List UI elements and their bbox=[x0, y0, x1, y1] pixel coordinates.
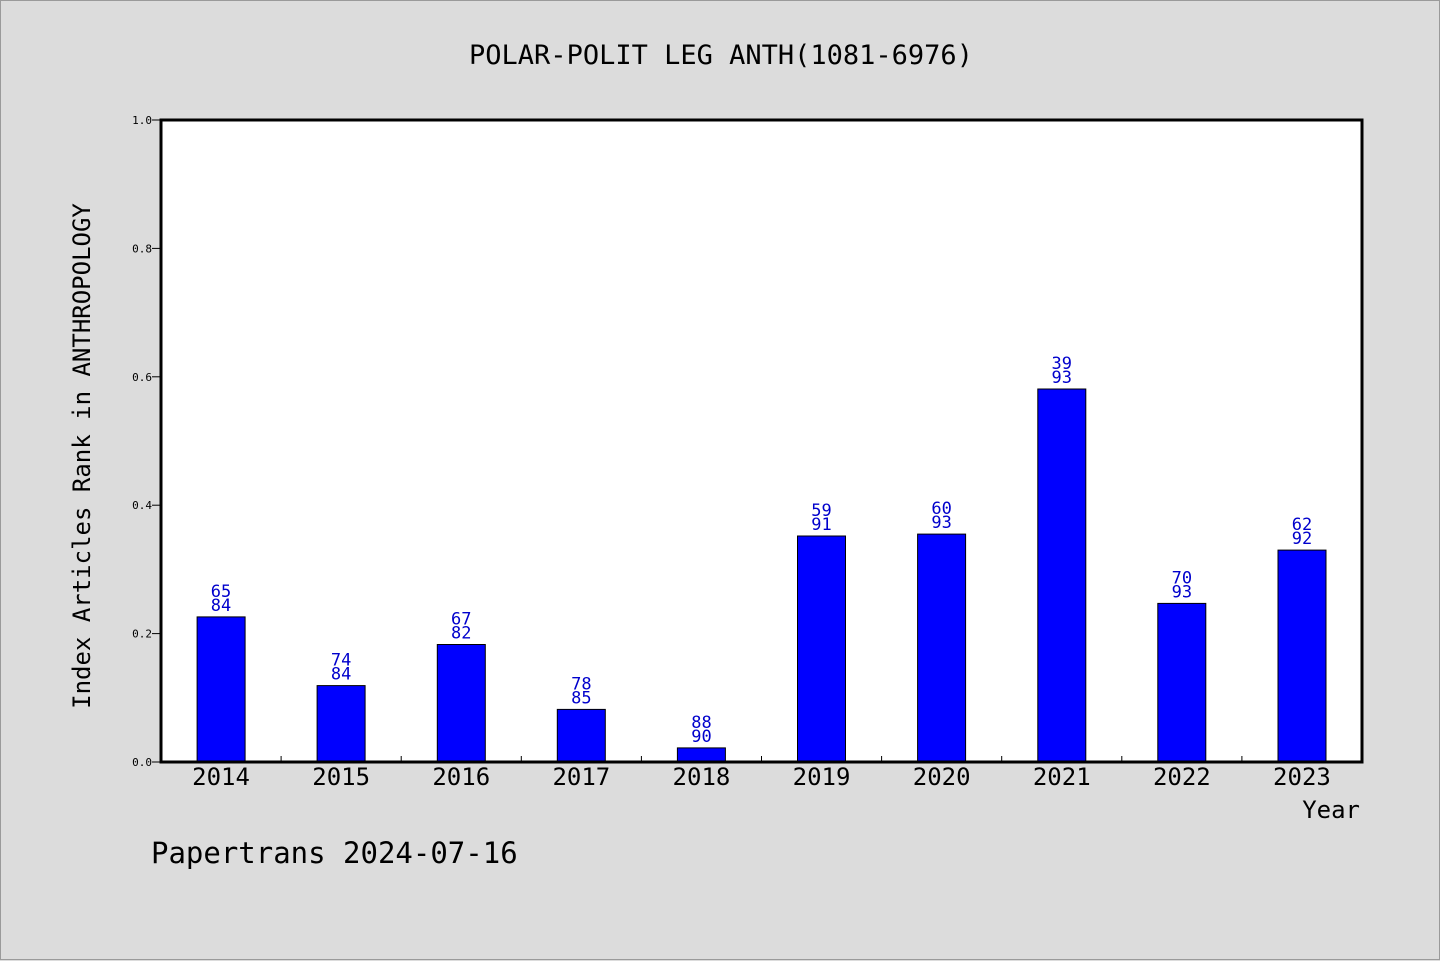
data-label-rank-2017: 78 bbox=[571, 674, 591, 694]
x-tick-label-2014: 2014 bbox=[192, 763, 250, 791]
y-axis-label: Index Articles Rank in ANTHROPOLOGY bbox=[68, 203, 96, 709]
data-label-rank-2018: 88 bbox=[691, 713, 711, 733]
data-label-total-2017: 85 bbox=[571, 688, 591, 708]
bar-2023 bbox=[1277, 549, 1327, 763]
data-label-total-2020: 93 bbox=[931, 513, 951, 533]
bar-2016 bbox=[436, 644, 486, 763]
x-tick-label-2023: 2023 bbox=[1273, 763, 1331, 791]
x-tick-label-2021: 2021 bbox=[1033, 763, 1091, 791]
y-tick-label: 0.2 bbox=[132, 628, 152, 641]
x-tick-label-2022: 2022 bbox=[1153, 763, 1211, 791]
data-label-total-2023: 92 bbox=[1292, 529, 1312, 549]
x-tick-label-2020: 2020 bbox=[913, 763, 971, 791]
chart-title: POLAR-POLIT LEG ANTH(1081-6976) bbox=[469, 40, 973, 71]
data-label-total-2015: 84 bbox=[331, 665, 351, 685]
footer-source-date: Papertrans 2024-07-16 bbox=[151, 836, 518, 870]
bar-2021 bbox=[1037, 388, 1087, 763]
bar-2019 bbox=[797, 535, 846, 763]
bar-2018 bbox=[676, 747, 726, 763]
data-label-total-2018: 90 bbox=[691, 727, 711, 747]
bar-2020 bbox=[917, 533, 967, 763]
y-tick-label: 0.4 bbox=[132, 499, 152, 512]
data-label-rank-2023: 62 bbox=[1292, 515, 1312, 535]
x-axis-label: Year bbox=[1302, 796, 1360, 824]
data-label-rank-2019: 59 bbox=[811, 501, 831, 521]
y-tick-label: 1.0 bbox=[132, 114, 152, 127]
data-label-rank-2015: 74 bbox=[331, 651, 351, 671]
x-tick-label-2019: 2019 bbox=[793, 763, 851, 791]
data-label-rank-2016: 67 bbox=[451, 610, 471, 630]
bar-2014 bbox=[196, 616, 246, 763]
x-tick-label-2015: 2015 bbox=[312, 763, 370, 791]
y-axis: 0.0 0.2 0.4 0.6 0.8 1.0 bbox=[132, 114, 161, 769]
data-label-rank-2014: 65 bbox=[211, 582, 231, 602]
x-axis: 2014 2015 2016 2017 2018 2019 2020 2021 2022 2023 bbox=[192, 756, 1331, 791]
data-label-total-2016: 82 bbox=[451, 624, 471, 644]
bar-2022 bbox=[1157, 602, 1207, 763]
data-label-total-2022: 93 bbox=[1172, 582, 1192, 602]
x-tick-label-2018: 2018 bbox=[673, 763, 731, 791]
bars-layer bbox=[196, 388, 1327, 763]
y-tick-label: 0.6 bbox=[132, 371, 152, 384]
bar-2017 bbox=[556, 708, 606, 763]
data-label-total-2021: 93 bbox=[1052, 368, 1072, 388]
data-label-rank-2020: 60 bbox=[931, 499, 951, 519]
data-label-rank-2022: 70 bbox=[1172, 568, 1192, 588]
x-tick-label-2016: 2016 bbox=[432, 763, 490, 791]
data-label-total-2019: 91 bbox=[811, 515, 831, 535]
y-tick-label: 0.0 bbox=[132, 756, 152, 769]
y-tick-label: 0.8 bbox=[132, 242, 152, 255]
data-label-rank-2021: 39 bbox=[1052, 354, 1072, 374]
bar-2015 bbox=[316, 685, 366, 763]
data-label-total-2014: 84 bbox=[211, 596, 231, 616]
x-tick-label-2017: 2017 bbox=[552, 763, 610, 791]
